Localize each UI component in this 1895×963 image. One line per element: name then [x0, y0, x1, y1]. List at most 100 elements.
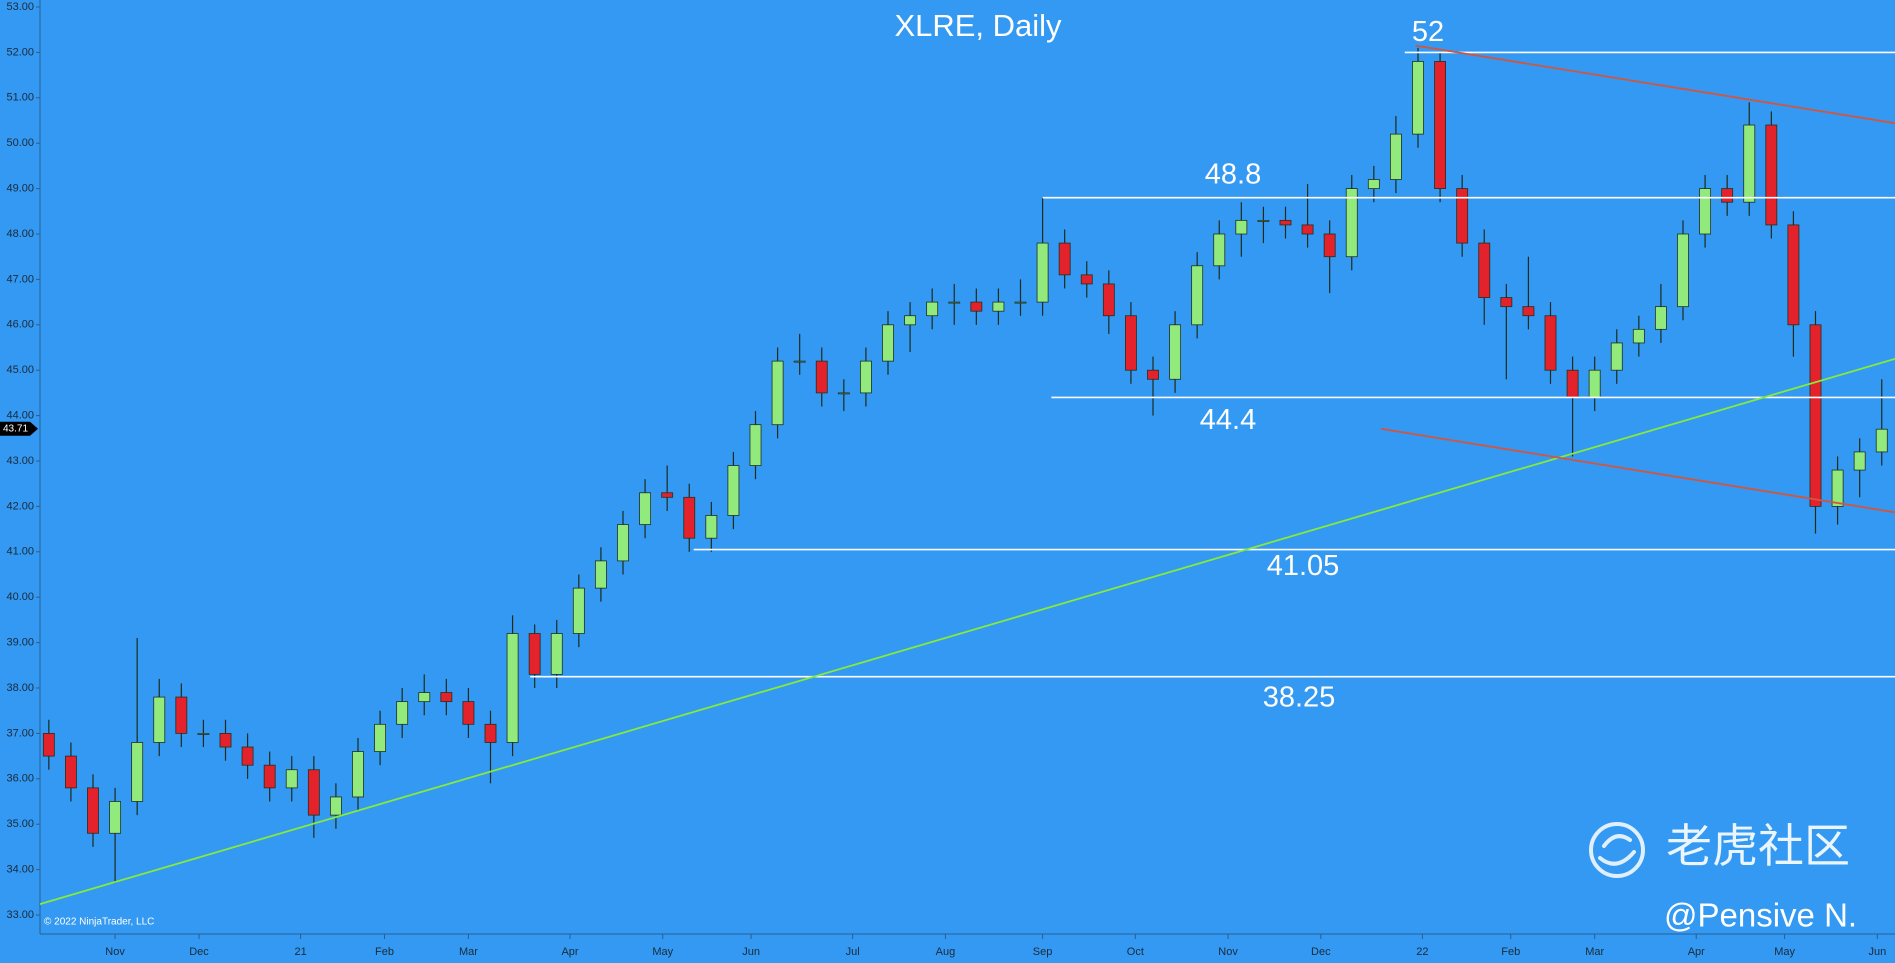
candle-body: [1699, 188, 1712, 235]
candle-body: [1721, 188, 1734, 203]
candle-body: [109, 801, 122, 834]
candle-body: [1654, 306, 1667, 330]
candle-body: [1169, 324, 1182, 380]
y-tick-label: 49.00: [6, 183, 34, 195]
candle-body: [1478, 242, 1491, 298]
y-tick-label: 48.00: [6, 228, 34, 240]
candle-body: [1765, 124, 1778, 226]
x-tick-label: Jul: [846, 946, 860, 958]
y-tick-label: 47.00: [6, 273, 34, 285]
x-tick-label: Apr: [1688, 946, 1705, 958]
candle-body: [1456, 188, 1469, 244]
x-tick-label: Feb: [375, 946, 394, 958]
last-price-label: 43.71: [3, 423, 28, 434]
y-tick-label: 42.00: [6, 500, 34, 512]
candle-body: [661, 492, 674, 498]
candle-body: [1500, 297, 1513, 308]
y-tick-label: 45.00: [6, 364, 34, 376]
level-label: 38.25: [1263, 681, 1336, 713]
y-tick-label: 43.00: [6, 455, 34, 467]
candle-body: [1677, 233, 1689, 308]
y-tick-label: 39.00: [6, 637, 34, 649]
candle-body: [1544, 315, 1557, 371]
candle-body: [307, 769, 320, 816]
y-tick-label: 34.00: [6, 864, 34, 876]
candle-body: [1014, 301, 1027, 304]
candle-body: [285, 769, 298, 789]
level-label: 52: [1412, 16, 1444, 48]
candle-body: [1566, 369, 1579, 398]
candle-body: [970, 301, 983, 312]
candle-body: [1323, 233, 1336, 258]
candle-body: [1058, 242, 1071, 276]
candle-body: [197, 733, 210, 735]
candle-body: [1080, 274, 1093, 285]
candle-body: [396, 701, 409, 725]
candle-body: [1743, 124, 1756, 203]
candle-body: [1588, 369, 1601, 398]
y-tick-label: 37.00: [6, 727, 34, 739]
chart-title: XLRE, Daily: [894, 8, 1062, 43]
y-tick-label: 38.00: [6, 682, 34, 694]
x-tick-label: Apr: [561, 946, 578, 958]
candle-body: [484, 723, 497, 743]
y-tick-label: 44.00: [6, 410, 34, 422]
trendline: [1380, 427, 1895, 514]
x-tick-label: May: [1774, 946, 1795, 958]
candle-body: [352, 751, 364, 798]
candle-body: [528, 633, 541, 675]
candle-body: [705, 515, 718, 539]
x-tick-label: Feb: [1501, 946, 1520, 958]
y-tick-label: 52.00: [6, 46, 34, 58]
candle-body: [1213, 233, 1226, 267]
y-tick-label: 36.00: [6, 773, 34, 785]
y-tick-label: 40.00: [6, 591, 34, 603]
x-tick-label: Nov: [105, 946, 125, 958]
candle-body: [1191, 265, 1204, 326]
x-tick-label: May: [652, 946, 673, 958]
candle-body: [1257, 219, 1270, 222]
candle-body: [1279, 219, 1292, 226]
candle-body: [926, 301, 939, 317]
candle-body: [594, 560, 607, 589]
candle-body: [837, 392, 850, 395]
candle-body: [1301, 224, 1314, 235]
candle-body: [1235, 219, 1248, 235]
candle-body: [329, 796, 342, 816]
x-tick-label: 21: [294, 946, 306, 958]
candle-body: [1147, 369, 1159, 380]
y-tick-label: 41.00: [6, 546, 34, 558]
candle-body: [1610, 342, 1623, 371]
candle-body: [771, 360, 784, 426]
candle-body: [749, 424, 762, 466]
candle-body: [1389, 133, 1402, 180]
candle-body: [882, 324, 894, 362]
candle-body: [793, 360, 806, 363]
candle-body: [42, 733, 55, 757]
x-tick-label: Mar: [459, 946, 478, 958]
x-tick-label: Nov: [1218, 946, 1238, 958]
candle-body: [418, 692, 431, 703]
candle-body: [440, 692, 453, 703]
candle-body: [1102, 283, 1115, 317]
candle-body: [506, 633, 519, 743]
candle-body: [219, 733, 232, 748]
candle-body: [859, 360, 872, 394]
trendline: [1415, 44, 1895, 125]
last-price-tag: [0, 421, 38, 436]
candle-body: [1875, 428, 1888, 453]
x-tick-label: Aug: [936, 946, 956, 958]
candle-body: [462, 701, 475, 725]
candle-body: [1434, 61, 1447, 190]
x-tick-label: Oct: [1127, 946, 1144, 958]
y-tick-label: 53.00: [6, 1, 34, 13]
x-tick-label: Sep: [1033, 946, 1053, 958]
candle-body: [639, 492, 652, 525]
candle-body: [374, 723, 387, 752]
candle-body: [572, 587, 585, 634]
x-tick-label: 22: [1416, 946, 1428, 958]
y-tick-label: 51.00: [6, 92, 34, 104]
x-tick-label: Jun: [742, 946, 760, 958]
